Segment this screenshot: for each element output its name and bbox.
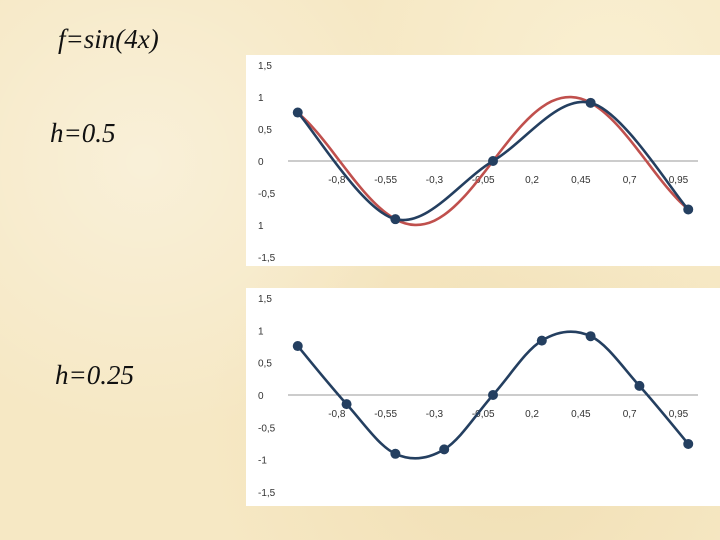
x-tick-label: -0,55 [374, 175, 397, 186]
y-tick-label: 1 [258, 221, 264, 232]
interpolation-node-point [439, 444, 450, 455]
x-tick-label: 0,7 [623, 175, 637, 186]
interpolation-node-point [536, 335, 547, 346]
step-label-h025: h=0.25 [55, 360, 134, 390]
x-tick-label: -0,8 [328, 409, 346, 420]
y-tick-label: 0 [258, 391, 264, 402]
interpolation-node-point [292, 107, 303, 118]
x-tick-label: 0,2 [525, 175, 539, 186]
y-tick-label: 0,5 [258, 125, 272, 136]
x-tick-label: 0,95 [669, 409, 689, 420]
interpolation-node-point [488, 390, 498, 400]
y-tick-label: 1 [258, 326, 264, 337]
y-tick-label: -0,5 [258, 189, 276, 200]
interpolation-node-point [585, 331, 596, 342]
x-tick-label: -0,3 [426, 175, 444, 186]
interpolation-node-point [292, 341, 303, 352]
chart-h05-svg: 1,5 1 0,5 0 -0,5 1 -1,5 -0,8 -0,55 -0,3 -0,05 0,2 0,… [258, 61, 698, 264]
interpolation-node-point [683, 204, 694, 215]
y-tick-label: 1,5 [258, 61, 272, 72]
interpolation-node-point [585, 97, 596, 108]
x-tick-label: -0,8 [328, 175, 346, 186]
interpolation-node-point [488, 156, 498, 166]
y-tick-label: -1,5 [258, 253, 276, 264]
y-tick-label: 0 [258, 157, 264, 168]
interpolation-node-point [634, 380, 645, 391]
x-tick-label: -0,05 [472, 409, 495, 420]
interpolation-node-point [390, 214, 401, 225]
chart-h025: 1,5 1 0,5 0 -0,5 -1 -1,5 -0,8 -0,55 -0,3 -0,05 0,2 0… [246, 288, 720, 506]
interpolation-node-point [683, 438, 694, 449]
y-tick-label: 1,5 [258, 294, 272, 305]
chart-h05: 1,5 1 0,5 0 -0,5 1 -1,5 -0,8 -0,55 -0,3 -0,05 0,2 0,… [246, 55, 720, 266]
x-tick-label: 0,95 [669, 175, 689, 186]
x-tick-label: 0,7 [623, 409, 637, 420]
y-tick-label: -0,5 [258, 423, 276, 434]
x-tick-label: -0,3 [426, 409, 444, 420]
x-tick-label: 0,2 [525, 409, 539, 420]
x-tick-label: 0,45 [571, 175, 591, 186]
interpolation-node-point [341, 399, 352, 410]
x-tick-label: -0,05 [472, 175, 495, 186]
step-label-h05: h=0.5 [50, 118, 116, 148]
x-tick-label: -0,55 [374, 409, 397, 420]
y-tick-label: 0,5 [258, 359, 272, 370]
y-tick-label: -1,5 [258, 488, 276, 499]
y-tick-label: -1 [258, 456, 267, 467]
function-title: f=sin(4x) [58, 24, 159, 54]
y-tick-label: 1 [258, 93, 264, 104]
x-tick-label: 0,45 [571, 409, 591, 420]
interpolation-node-point [390, 448, 401, 459]
chart-h025-svg: 1,5 1 0,5 0 -0,5 -1 -1,5 -0,8 -0,55 -0,3 -0,05 0,2 0… [258, 294, 698, 499]
